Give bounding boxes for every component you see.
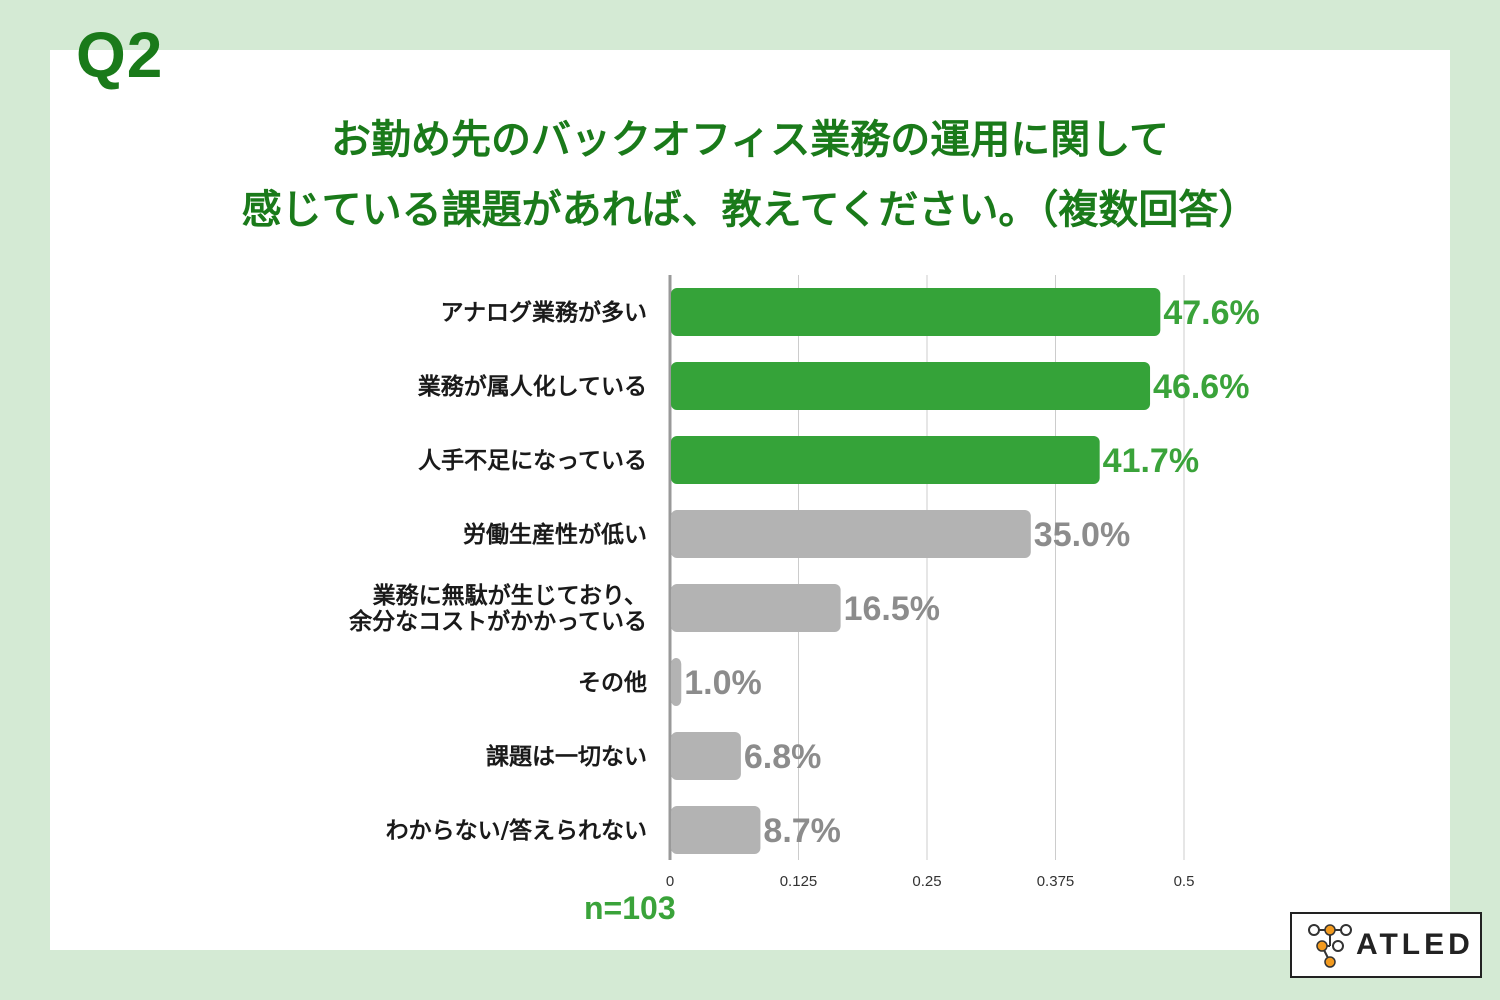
bar — [671, 584, 841, 632]
value-label: 46.6% — [1153, 368, 1249, 406]
category-label: 業務が属人化している — [417, 373, 647, 400]
category-label: 人手不足になっている — [418, 448, 647, 474]
category-label: 業務に無駄が生じており、余分なコストがかかっている — [348, 582, 647, 635]
category-label: 課題は一切ない — [486, 743, 647, 770]
x-tick-label: 0 — [666, 873, 674, 890]
x-tick-label: 0.125 — [780, 873, 818, 890]
bar — [671, 436, 1100, 484]
category-label: アナログ業務が多い — [440, 299, 647, 326]
category-label: わからない/答えられない — [386, 817, 647, 844]
question-label: Q2 — [76, 19, 164, 91]
chart-title-line2: 感じている課題があれば、教えてください。（複数回答） — [241, 187, 1259, 233]
bar — [671, 658, 682, 706]
sample-size-label: n=103 — [584, 890, 676, 926]
bar — [671, 288, 1161, 336]
bar — [671, 732, 741, 780]
x-tick-label: 0.375 — [1037, 873, 1075, 890]
value-label: 8.7% — [763, 812, 841, 850]
logo-text: ATLED — [1356, 928, 1474, 961]
bar — [671, 362, 1151, 410]
value-label: 47.6% — [1163, 294, 1259, 332]
bar — [671, 806, 761, 854]
value-label: 35.0% — [1034, 516, 1130, 554]
x-tick-label: 0.5 — [1174, 873, 1195, 890]
category-label: 労働生産性が低い — [463, 521, 647, 548]
value-label: 1.0% — [684, 664, 762, 702]
chart-title-line1: お勤め先のバックオフィス業務の運用に関して — [331, 117, 1169, 163]
value-label: 6.8% — [744, 738, 822, 776]
content-panel — [50, 50, 1450, 950]
value-label: 41.7% — [1103, 442, 1199, 480]
x-tick-label: 0.25 — [912, 873, 941, 890]
atled-logo: ATLED — [1290, 912, 1482, 978]
bar — [671, 510, 1031, 558]
value-label: 16.5% — [844, 590, 940, 628]
logo-mark-icon — [1308, 924, 1352, 968]
category-label: その他 — [578, 670, 647, 696]
